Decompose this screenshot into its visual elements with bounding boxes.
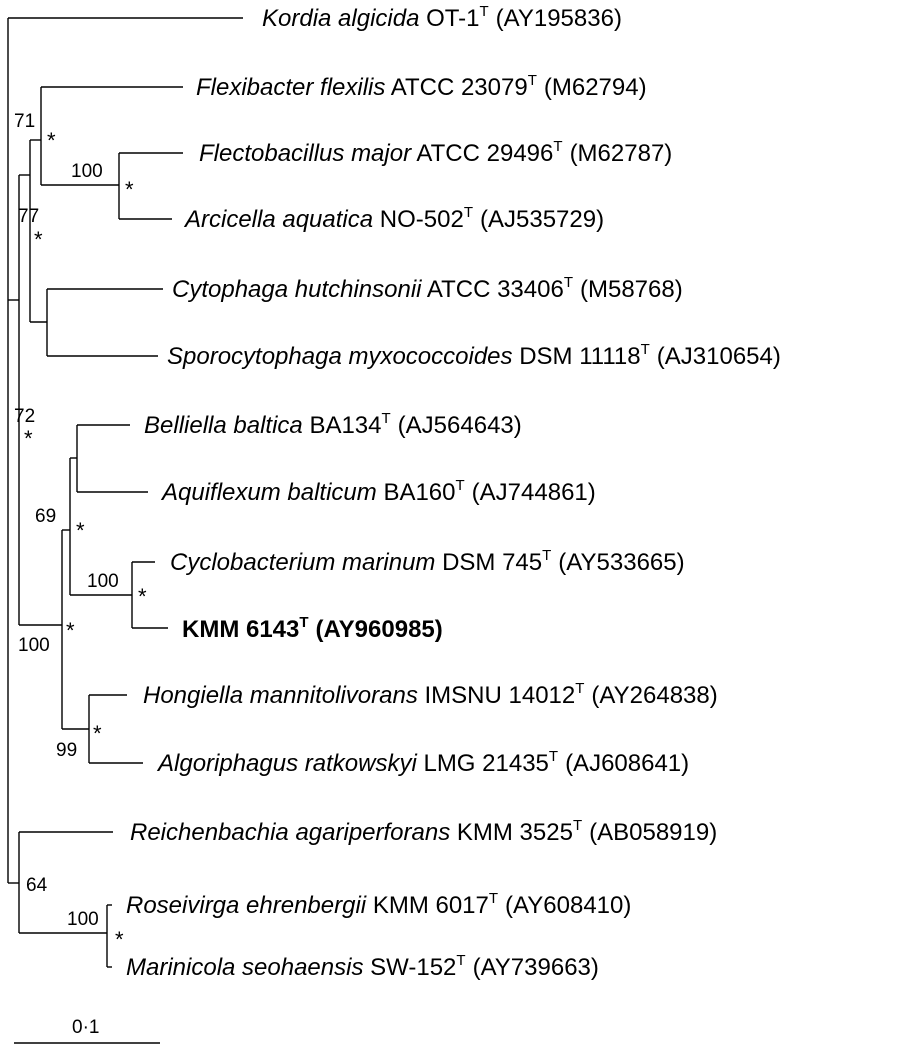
- type-strain-superscript: T: [528, 72, 537, 89]
- taxon-strain: DSM 745: [442, 549, 542, 576]
- taxon-strain: ATCC 33406: [427, 276, 564, 303]
- taxon-name: Marinicola seohaensis: [126, 954, 363, 981]
- asterisk-marker: *: [93, 721, 102, 746]
- taxon-name: Hongiella mannitolivorans: [143, 682, 418, 709]
- taxon-strain: BA160: [383, 479, 455, 506]
- accession-number: (AJ608641): [565, 750, 689, 777]
- bootstrap-value: 71: [14, 111, 35, 132]
- type-strain-superscript: T: [641, 341, 650, 358]
- type-strain-superscript: T: [573, 817, 582, 834]
- bootstrap-value: 72: [14, 406, 35, 427]
- accession-number: (AJ744861): [472, 479, 596, 506]
- bootstrap-value: 100: [87, 571, 119, 592]
- accession-number: (AY264838): [591, 682, 717, 709]
- type-strain-superscript: T: [382, 410, 391, 427]
- bootstrap-value: 100: [71, 161, 103, 182]
- type-strain-superscript: T: [479, 3, 488, 20]
- asterisk-marker: *: [47, 128, 56, 153]
- taxon-label: Flectobacillus major ATCC 29496T (M62787): [199, 138, 672, 167]
- bootstrap-value: 100: [18, 635, 50, 656]
- taxon-label: Hongiella mannitolivorans IMSNU 14012T (A…: [143, 680, 718, 709]
- asterisk-marker: *: [24, 426, 33, 451]
- type-strain-superscript: T: [299, 614, 308, 631]
- accession-number: (AB058919): [589, 819, 717, 846]
- type-strain-superscript: T: [553, 138, 562, 155]
- type-strain-superscript: T: [464, 204, 473, 221]
- bootstrap-value: 77: [18, 206, 39, 227]
- asterisk-marker: *: [76, 518, 85, 543]
- taxon-strain: KMM 6017: [373, 892, 489, 919]
- taxon-name: Flectobacillus major: [199, 140, 412, 167]
- taxon-name: Aquiflexum balticum: [160, 479, 377, 506]
- type-strain-superscript: T: [542, 547, 551, 564]
- taxon-name: Arcicella aquatica: [183, 206, 373, 233]
- taxon-label: Marinicola seohaensis SW-152T (AY739663): [126, 952, 599, 981]
- bootstrap-value: 69: [35, 506, 56, 527]
- type-strain-superscript: T: [549, 748, 558, 765]
- accession-number: (M62787): [570, 140, 673, 167]
- type-strain-superscript: T: [456, 952, 465, 969]
- bootstrap-value: 99: [56, 740, 77, 761]
- taxon-label: Flexibacter flexilis ATCC 23079T (M62794): [196, 72, 647, 101]
- taxon-name: Sporocytophaga myxococcoides: [167, 343, 513, 370]
- taxon-strain: OT-1: [426, 5, 479, 32]
- asterisk-marker: *: [34, 227, 43, 252]
- accession-number: (M62794): [544, 74, 647, 101]
- taxon-label: Belliella baltica BA134T (AJ564643): [144, 410, 522, 439]
- taxon-strain: IMSNU 14012: [425, 682, 576, 709]
- asterisk-marker: *: [138, 584, 147, 609]
- taxon-strain: NO-502: [380, 206, 464, 233]
- taxon-name: Belliella baltica: [144, 412, 303, 439]
- asterisk-marker: *: [66, 618, 75, 643]
- taxon-label: Arcicella aquatica NO-502T (AJ535729): [183, 204, 604, 233]
- type-strain-superscript: T: [575, 680, 584, 697]
- taxon-label: Kordia algicida OT-1T (AY195836): [262, 3, 622, 32]
- asterisk-marker: *: [125, 177, 134, 202]
- taxon-strain: BA134: [309, 412, 381, 439]
- taxon-strain: LMG 21435: [423, 750, 548, 777]
- taxon-name: Kordia algicida: [262, 5, 419, 32]
- scale-bar-label: 0·1: [72, 1017, 99, 1038]
- taxon-strain: DSM 11118: [519, 343, 640, 370]
- accession-number: (AJ310654): [657, 343, 781, 370]
- taxon-strain: SW-152: [370, 954, 456, 981]
- taxon-name: Roseivirga ehrenbergii: [126, 892, 367, 919]
- taxon-strain: KMM 3525: [457, 819, 573, 846]
- taxon-name: Algoriphagus ratkowskyi: [156, 750, 417, 777]
- taxon-label: Cytophaga hutchinsonii ATCC 33406T (M5876…: [172, 274, 683, 303]
- accession-number: (AJ564643): [398, 412, 522, 439]
- accession-number: (AY195836): [496, 5, 622, 32]
- taxon-label: Algoriphagus ratkowskyi LMG 21435T (AJ608…: [156, 748, 689, 777]
- taxon-name: Cytophaga hutchinsonii: [172, 276, 422, 303]
- accession-number: (AY533665): [558, 549, 684, 576]
- accession-number: (M58768): [580, 276, 683, 303]
- accession-number: (AY608410): [505, 892, 631, 919]
- taxon-name: Cyclobacterium marinum: [170, 549, 435, 576]
- taxon-strain: KMM 6143: [182, 616, 299, 643]
- taxon-label: Aquiflexum balticum BA160T (AJ744861): [160, 477, 596, 506]
- taxon-name: Flexibacter flexilis: [196, 74, 385, 101]
- asterisk-marker: *: [115, 927, 124, 952]
- accession-number: (AY739663): [473, 954, 599, 981]
- accession-number: (AY960985): [316, 616, 443, 643]
- taxon-label: Roseivirga ehrenbergii KMM 6017T (AY60841…: [126, 890, 631, 919]
- bootstrap-value: 64: [26, 875, 48, 896]
- taxon-label: Sporocytophaga myxococcoides DSM 11118T (…: [167, 341, 781, 370]
- accession-number: (AJ535729): [480, 206, 604, 233]
- taxon-strain: ATCC 23079: [391, 74, 528, 101]
- type-strain-superscript: T: [456, 477, 465, 494]
- taxon-strain: ATCC 29496: [416, 140, 553, 167]
- bootstrap-value: 100: [67, 909, 99, 930]
- type-strain-superscript: T: [489, 890, 498, 907]
- taxon-label: KMM 6143T (AY960985): [182, 614, 443, 643]
- type-strain-superscript: T: [564, 274, 573, 291]
- taxon-name: Reichenbachia agariperforans: [130, 819, 450, 846]
- taxon-label: Reichenbachia agariperforans KMM 3525T (A…: [130, 817, 717, 846]
- taxon-label: Cyclobacterium marinum DSM 745T (AY533665…: [170, 547, 685, 576]
